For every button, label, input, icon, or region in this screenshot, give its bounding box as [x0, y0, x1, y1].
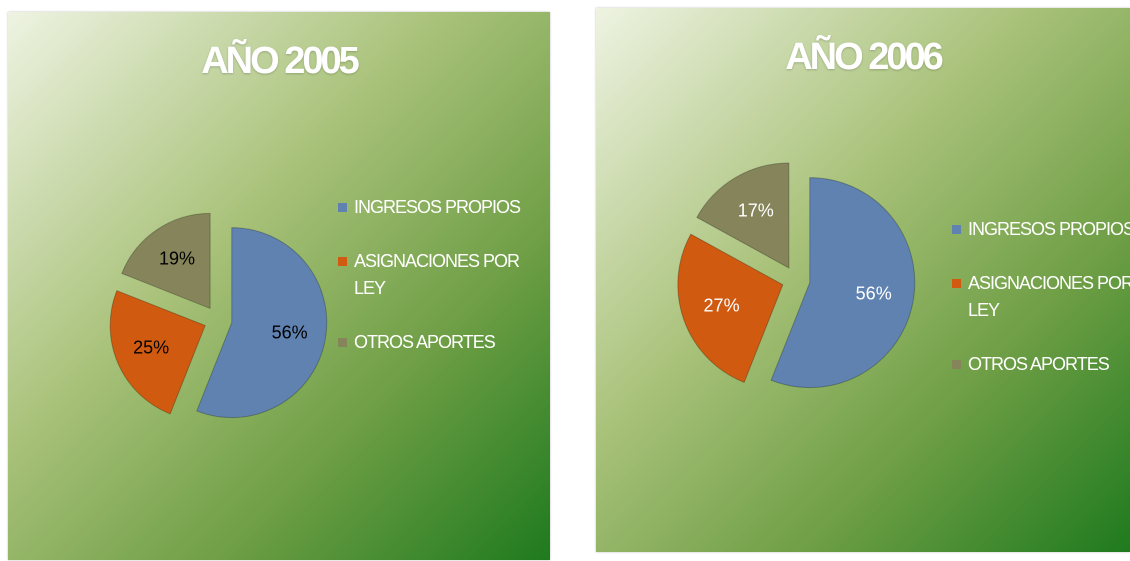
data-label: 56%: [856, 284, 892, 304]
legend-swatch: [952, 360, 961, 369]
legend: INGRESOS PROPIOS ASIGNACIONES POR LEY OTRO…: [338, 194, 528, 383]
legend-label: ASIGNACIONES POR LEY: [968, 273, 1130, 320]
data-label: 27%: [704, 296, 740, 316]
pie-slice: [696, 162, 790, 269]
legend-label: OTROS APORTES: [968, 354, 1110, 374]
legend-swatch: [952, 279, 961, 288]
legend-entry: INGRESOS PROPIOS: [952, 216, 1130, 243]
pie-slice: [121, 212, 211, 310]
data-label: 17%: [738, 201, 774, 221]
pie-slice: [109, 289, 206, 415]
chart-title: AÑO 2005: [201, 40, 360, 82]
data-label: 56%: [272, 322, 308, 342]
legend-entry: ASIGNACIONES POR LEY: [338, 248, 528, 302]
legend-entry: OTROS APORTES: [338, 329, 528, 356]
legend-entry: INGRESOS PROPIOS: [338, 194, 528, 221]
legend: INGRESOS PROPIOS ASIGNACIONES POR LEY OTRO…: [952, 216, 1130, 405]
chart-panel: AÑO 2005 56% 25% 19% INGRESOS PROPIOS ASIGNAC…: [8, 12, 550, 560]
legend-swatch: [952, 225, 961, 234]
pie-slice: [770, 177, 916, 389]
legend-label: INGRESOS PROPIOS: [354, 197, 521, 217]
legend-label: INGRESOS PROPIOS: [968, 219, 1130, 239]
legend-entry: OTROS APORTES: [952, 351, 1130, 378]
legend-swatch: [338, 257, 347, 266]
data-label: 19%: [159, 248, 195, 268]
chart-panel: AÑO 2006 56% 27% 17% INGRESOS PROPIOS ASIGNAC…: [596, 8, 1130, 552]
pie-slice: [196, 227, 328, 419]
legend-entry: ASIGNACIONES POR LEY: [952, 270, 1130, 324]
data-label: 25%: [133, 338, 169, 358]
pie: 56% 27% 17%: [677, 162, 916, 389]
legend-swatch: [338, 338, 347, 347]
legend-label: OTROS APORTES: [354, 332, 496, 352]
pie: 56% 25% 19%: [109, 212, 328, 419]
legend-label: ASIGNACIONES POR LEY: [354, 251, 520, 298]
legend-swatch: [338, 203, 347, 212]
chart-title: AÑO 2006: [785, 36, 944, 78]
pie-slice: [677, 233, 784, 384]
